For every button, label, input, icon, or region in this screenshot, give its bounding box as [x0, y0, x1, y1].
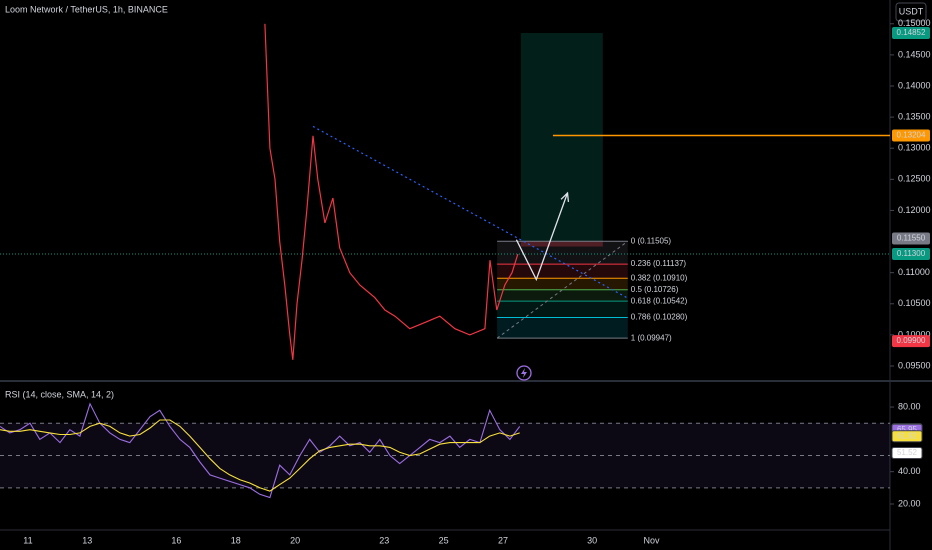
currency-label[interactable]: USDT — [899, 6, 924, 16]
currency-button[interactable] — [895, 2, 927, 22]
rsi-badge — [891, 447, 923, 460]
rsi-sma-line — [0, 419, 520, 492]
price-badge — [892, 129, 930, 142]
fib-zone — [497, 317, 628, 339]
position-loss — [520, 241, 603, 247]
rsi-badge-label: 65.95 — [897, 425, 918, 434]
price-badge — [892, 247, 930, 260]
rsi-title: RSI (14, close, SMA, 14, 2) — [5, 389, 114, 399]
y-tick-label: 0.09500 — [898, 360, 931, 370]
fib-zone — [497, 241, 628, 265]
rsi-badge-label: 51.52 — [897, 448, 918, 457]
y-tick-label: 0.13000 — [898, 143, 931, 153]
rsi-band-fill — [0, 423, 890, 488]
x-tick-label: 18 — [231, 535, 241, 545]
fib-zone — [497, 289, 628, 302]
rsi-y-tick-label: 80.00 — [898, 401, 921, 411]
x-tick-label: 13 — [82, 535, 92, 545]
price-badge-label: 0.11550 — [897, 234, 926, 243]
fib-label: 0.618 (0.10542) — [631, 296, 688, 305]
alert-circle[interactable] — [516, 365, 532, 381]
y-tick-label: 0.12000 — [898, 205, 931, 215]
y-tick-label: 0.14000 — [898, 80, 931, 90]
fib-label: 1 (0.09947) — [631, 333, 672, 342]
price-badge-label: 0.09900 — [897, 336, 926, 345]
price-badge-label: 0.13204 — [897, 131, 926, 140]
fib-label: 0.5 (0.10726) — [631, 285, 679, 294]
x-tick-label: 23 — [379, 535, 389, 545]
x-tick-label: 11 — [23, 535, 32, 545]
x-tick-label: 16 — [171, 535, 181, 545]
rsi-badge-label: 61.92 — [897, 431, 918, 440]
price-badge — [892, 232, 930, 245]
rsi-badge — [891, 430, 923, 443]
price-line — [264, 23, 519, 360]
fib-zone — [497, 301, 628, 318]
rsi-y-tick-label: 20.00 — [898, 498, 921, 508]
x-tick-label: 30 — [587, 535, 597, 545]
arrow-head — [560, 191, 570, 203]
price-badge — [892, 26, 930, 39]
x-tick-label: 27 — [498, 535, 508, 545]
chart-title: Loom Network / TetherUS, 1h, BINANCE — [5, 4, 168, 14]
fib-label: 0.786 (0.10280) — [631, 313, 688, 322]
fib-label: 0.382 (0.10910) — [631, 273, 688, 282]
price-badge-label: 0.14852 — [897, 28, 926, 37]
y-tick-label: 0.11000 — [898, 267, 930, 277]
fib-label: 0 (0.11505) — [631, 236, 672, 245]
alert-icon[interactable] — [516, 365, 532, 381]
x-tick-label: 20 — [290, 535, 300, 545]
fib-zone — [497, 278, 628, 290]
fib-zone — [497, 264, 628, 279]
price-badge-label: 0.11300 — [897, 249, 926, 258]
rsi-line — [0, 402, 521, 499]
y-tick-label: 0.10500 — [898, 298, 931, 308]
rsi-y-tick-label: 40.00 — [898, 466, 921, 476]
x-tick-label: 25 — [439, 535, 449, 545]
alert-bolt[interactable] — [521, 368, 527, 378]
fib-label: 0.236 (0.11137) — [631, 259, 687, 268]
projection-arrow — [515, 192, 569, 282]
y-tick-label: 0.13500 — [898, 111, 931, 121]
y-tick-label: 0.12500 — [898, 174, 931, 184]
x-tick-label: Nov — [644, 535, 661, 545]
y-tick-label: 0.14500 — [898, 49, 931, 59]
price-badge — [892, 335, 930, 348]
y-tick-label: 0.15000 — [898, 18, 931, 28]
y-tick-label: 0.10000 — [898, 329, 931, 339]
